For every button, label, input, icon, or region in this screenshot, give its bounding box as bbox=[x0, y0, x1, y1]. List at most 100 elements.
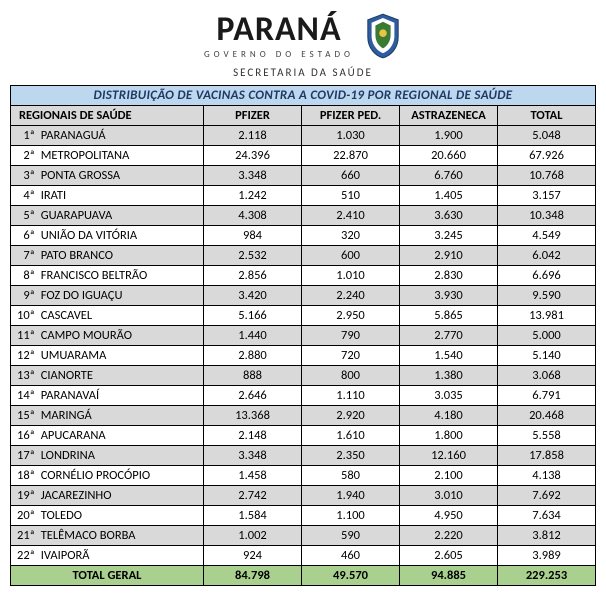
row-pfizer: 3.348 bbox=[204, 446, 302, 466]
row-pfizer: 3.420 bbox=[204, 286, 302, 306]
row-index: 8ª bbox=[11, 266, 39, 286]
row-index: 2ª bbox=[11, 146, 39, 166]
row-name: JACAREZINHO bbox=[39, 486, 204, 506]
row-name: UNIÃO DA VITÓRIA bbox=[39, 226, 204, 246]
table-row: 19ªJACAREZINHO2.7421.9403.0107.692 bbox=[11, 486, 596, 506]
row-pfizer: 1.002 bbox=[204, 526, 302, 546]
row-total: 20.468 bbox=[498, 406, 596, 426]
secretariat-label: SECRETARIA DA SAÚDE bbox=[10, 66, 596, 79]
row-total: 3.157 bbox=[498, 186, 596, 206]
col-pfizer-ped: PFIZER PED. bbox=[302, 106, 400, 126]
row-index: 21ª bbox=[11, 526, 39, 546]
row-name: UMUARAMA bbox=[39, 346, 204, 366]
table-row: 6ªUNIÃO DA VITÓRIA9843203.2454.549 bbox=[11, 226, 596, 246]
row-total: 5.000 bbox=[498, 326, 596, 346]
row-pfizer-ped: 1.110 bbox=[302, 386, 400, 406]
row-name: PONTA GROSSA bbox=[39, 166, 204, 186]
table-row: 13ªCIANORTE8888001.3803.068 bbox=[11, 366, 596, 386]
row-name: CASCAVEL bbox=[39, 306, 204, 326]
table-row: 9ªFOZ DO IGUAÇU3.4202.2403.9309.590 bbox=[11, 286, 596, 306]
row-pfizer: 24.396 bbox=[204, 146, 302, 166]
col-total: TOTAL bbox=[498, 106, 596, 126]
row-index: 15ª bbox=[11, 406, 39, 426]
total-pfizer: 84.798 bbox=[204, 566, 302, 586]
row-pfizer-ped: 790 bbox=[302, 326, 400, 346]
row-name: MARINGÁ bbox=[39, 406, 204, 426]
row-index: 11ª bbox=[11, 326, 39, 346]
row-index: 14ª bbox=[11, 386, 39, 406]
table-row: 8ªFRANCISCO BELTRÃO2.8561.0102.8306.696 bbox=[11, 266, 596, 286]
row-pfizer-ped: 580 bbox=[302, 466, 400, 486]
row-index: 22ª bbox=[11, 546, 39, 566]
row-pfizer-ped: 2.920 bbox=[302, 406, 400, 426]
table-title-row: DISTRIBUIÇÃO DE VACINAS CONTRA A COVID-1… bbox=[11, 86, 596, 106]
row-pfizer-ped: 1.940 bbox=[302, 486, 400, 506]
row-pfizer-ped: 800 bbox=[302, 366, 400, 386]
row-astrazeneca: 6.760 bbox=[400, 166, 498, 186]
row-name: FRANCISCO BELTRÃO bbox=[39, 266, 204, 286]
row-total: 9.590 bbox=[498, 286, 596, 306]
row-name: CAMPO MOURÃO bbox=[39, 326, 204, 346]
total-total: 229.253 bbox=[498, 566, 596, 586]
row-total: 6.791 bbox=[498, 386, 596, 406]
row-pfizer-ped: 600 bbox=[302, 246, 400, 266]
row-pfizer: 2.880 bbox=[204, 346, 302, 366]
row-total: 4.138 bbox=[498, 466, 596, 486]
row-total: 5.558 bbox=[498, 426, 596, 446]
row-total: 5.048 bbox=[498, 126, 596, 146]
row-name: METROPOLITANA bbox=[39, 146, 204, 166]
table-row: 22ªIVAIPORÃ9244602.6053.989 bbox=[11, 546, 596, 566]
row-index: 6ª bbox=[11, 226, 39, 246]
row-astrazeneca: 2.910 bbox=[400, 246, 498, 266]
row-pfizer: 1.242 bbox=[204, 186, 302, 206]
row-index: 1ª bbox=[11, 126, 39, 146]
row-astrazeneca: 3.010 bbox=[400, 486, 498, 506]
row-astrazeneca: 2.605 bbox=[400, 546, 498, 566]
row-pfizer: 4.308 bbox=[204, 206, 302, 226]
row-pfizer: 924 bbox=[204, 546, 302, 566]
row-index: 16ª bbox=[11, 426, 39, 446]
row-index: 20ª bbox=[11, 506, 39, 526]
row-name: CIANORTE bbox=[39, 366, 204, 386]
row-total: 3.068 bbox=[498, 366, 596, 386]
brand-subline: GOVERNO DO ESTADO bbox=[204, 49, 354, 60]
row-pfizer: 5.166 bbox=[204, 306, 302, 326]
row-pfizer: 1.440 bbox=[204, 326, 302, 346]
table-row: 14ªPARANAVAÍ2.6461.1103.0356.791 bbox=[11, 386, 596, 406]
total-label: TOTAL GERAL bbox=[11, 566, 204, 586]
row-pfizer-ped: 660 bbox=[302, 166, 400, 186]
row-pfizer-ped: 1.010 bbox=[302, 266, 400, 286]
row-pfizer-ped: 2.950 bbox=[302, 306, 400, 326]
table-row: 5ªGUARAPUAVA4.3082.4103.63010.348 bbox=[11, 206, 596, 226]
row-astrazeneca: 1.800 bbox=[400, 426, 498, 446]
table-row: 1ªPARANAGUÁ2.1181.0301.9005.048 bbox=[11, 126, 596, 146]
row-index: 7ª bbox=[11, 246, 39, 266]
table-row: 7ªPATO BRANCO2.5326002.9106.042 bbox=[11, 246, 596, 266]
document-container: PARANÁ GOVERNO DO ESTADO SECRETARIA DA S… bbox=[0, 0, 606, 596]
row-astrazeneca: 4.950 bbox=[400, 506, 498, 526]
row-total: 4.549 bbox=[498, 226, 596, 246]
document-header: PARANÁ GOVERNO DO ESTADO SECRETARIA DA S… bbox=[10, 12, 596, 79]
table-row: 16ªAPUCARANA2.1481.6101.8005.558 bbox=[11, 426, 596, 446]
row-name: TELÊMACO BORBA bbox=[39, 526, 204, 546]
row-name: TOLEDO bbox=[39, 506, 204, 526]
row-pfizer-ped: 720 bbox=[302, 346, 400, 366]
row-total: 6.042 bbox=[498, 246, 596, 266]
row-astrazeneca: 1.380 bbox=[400, 366, 498, 386]
brand-text-block: PARANÁ GOVERNO DO ESTADO bbox=[204, 13, 354, 60]
total-astrazeneca: 94.885 bbox=[400, 566, 498, 586]
row-index: 17ª bbox=[11, 446, 39, 466]
row-index: 9ª bbox=[11, 286, 39, 306]
table-header-row: REGIONAIS DE SAÚDE PFIZER PFIZER PED. AS… bbox=[11, 106, 596, 126]
row-pfizer-ped: 2.240 bbox=[302, 286, 400, 306]
row-pfizer-ped: 22.870 bbox=[302, 146, 400, 166]
row-pfizer: 2.148 bbox=[204, 426, 302, 446]
row-name: FOZ DO IGUAÇU bbox=[39, 286, 204, 306]
row-astrazeneca: 2.830 bbox=[400, 266, 498, 286]
row-total: 10.768 bbox=[498, 166, 596, 186]
table-row: 2ªMETROPOLITANA24.39622.87020.66067.926 bbox=[11, 146, 596, 166]
row-total: 7.634 bbox=[498, 506, 596, 526]
table-row: 17ªLONDRINA3.3482.35012.16017.858 bbox=[11, 446, 596, 466]
row-pfizer: 1.584 bbox=[204, 506, 302, 526]
table-row: 12ªUMUARAMA2.8807201.5405.140 bbox=[11, 346, 596, 366]
